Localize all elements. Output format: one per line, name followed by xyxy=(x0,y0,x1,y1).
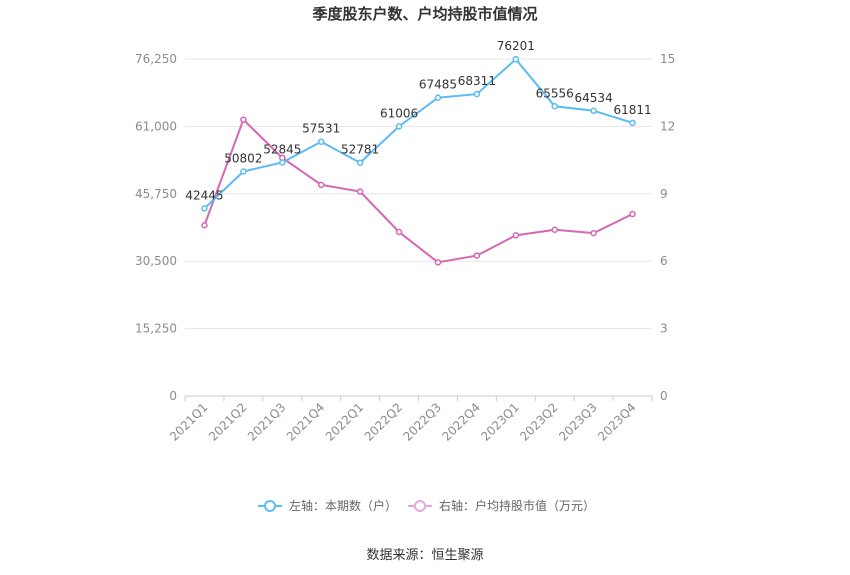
data-label-left: 42445 xyxy=(185,188,223,202)
right-tick-label: 0 xyxy=(660,389,668,403)
x-tick-label: 2023Q4 xyxy=(595,400,639,444)
point-left xyxy=(317,138,325,145)
left-tick-label: 30,500 xyxy=(135,254,177,268)
left-tick-label: 61,000 xyxy=(135,119,177,133)
legend-right-marker xyxy=(414,500,426,512)
series-line-left xyxy=(203,57,633,210)
left-tick-label: 45,750 xyxy=(135,187,177,201)
x-tick-label: 2022Q1 xyxy=(323,400,367,444)
point-right xyxy=(473,252,481,259)
x-tick-label: 2021Q2 xyxy=(206,400,250,444)
point-left xyxy=(434,94,442,101)
x-tick-label: 2022Q3 xyxy=(401,400,445,444)
point-right xyxy=(201,222,208,229)
data-label-left: 50802 xyxy=(224,151,262,165)
data-label-left: 65556 xyxy=(536,86,574,100)
point-right xyxy=(395,228,403,236)
x-axis-ticks: 2021Q12021Q22021Q32021Q42022Q12022Q22022… xyxy=(167,396,653,444)
data-label-left: 61006 xyxy=(380,106,418,120)
point-right xyxy=(317,181,325,189)
point-right xyxy=(551,226,558,233)
point-right xyxy=(434,259,442,266)
legend-left-marker xyxy=(264,500,276,512)
right-tick-label: 6 xyxy=(660,254,668,268)
legend-item-right-series[interactable]: 右轴：户均持股市值（万元） xyxy=(408,498,595,513)
x-tick-label: 2021Q4 xyxy=(284,400,328,444)
point-right xyxy=(356,188,364,195)
data-label-left: 64534 xyxy=(575,91,613,105)
data-label-left: 57531 xyxy=(302,122,340,136)
right-axis-ticks: 0 3 6 9 12 15 xyxy=(660,52,675,403)
source-text: 数据来源：恒生聚源 xyxy=(366,548,483,563)
point-left xyxy=(512,55,520,63)
data-label-left: 68311 xyxy=(458,74,496,88)
x-tick-label: 2022Q4 xyxy=(439,400,483,444)
legend-item-left-series[interactable]: 左轴：本期数（户） xyxy=(258,498,397,513)
right-tick-label: 9 xyxy=(660,187,668,201)
point-left xyxy=(279,159,286,166)
right-tick-label: 3 xyxy=(660,322,668,336)
right-tick-label: 15 xyxy=(660,52,675,66)
point-left xyxy=(395,123,403,130)
point-left xyxy=(473,90,481,98)
x-tick-label: 2023Q1 xyxy=(478,400,522,444)
point-left xyxy=(240,168,247,175)
legend-right-label: 右轴：户均持股市值（万元） xyxy=(439,498,595,513)
legend-left-label: 左轴：本期数（户） xyxy=(289,498,397,513)
point-left xyxy=(201,205,208,212)
left-tick-label: 0 xyxy=(169,389,177,403)
data-label-left: 52845 xyxy=(263,142,301,156)
data-label-left: 76201 xyxy=(497,39,535,53)
point-right xyxy=(240,116,247,123)
point-right xyxy=(512,232,520,239)
series-line-right xyxy=(203,117,633,264)
point-left xyxy=(551,103,558,110)
x-tick-label: 2023Q3 xyxy=(556,400,600,444)
left-tick-label: 76,250 xyxy=(135,52,177,66)
data-label-left: 61811 xyxy=(613,103,651,117)
x-tick-label: 2021Q3 xyxy=(245,400,289,444)
point-right xyxy=(629,210,636,218)
series-layer xyxy=(201,55,636,266)
data-label-left: 67485 xyxy=(419,78,457,92)
left-tick-label: 15,250 xyxy=(135,322,177,336)
point-left xyxy=(629,119,636,127)
point-left xyxy=(356,159,364,166)
chart-title: 季度股东户数、户均持股市值情况 xyxy=(312,5,537,23)
right-tick-label: 12 xyxy=(660,119,675,133)
left-axis-ticks: 0 15,250 30,500 45,750 61,000 76,250 xyxy=(135,52,177,403)
point-left xyxy=(590,107,597,115)
legend[interactable]: 左轴：本期数（户） 右轴：户均持股市值（万元） xyxy=(258,498,595,513)
point-right xyxy=(590,229,597,237)
x-tick-label: 2021Q1 xyxy=(167,400,211,444)
x-tick-label: 2022Q2 xyxy=(362,400,406,444)
x-tick-label: 2023Q2 xyxy=(517,400,561,444)
data-label-left: 52781 xyxy=(341,143,379,157)
